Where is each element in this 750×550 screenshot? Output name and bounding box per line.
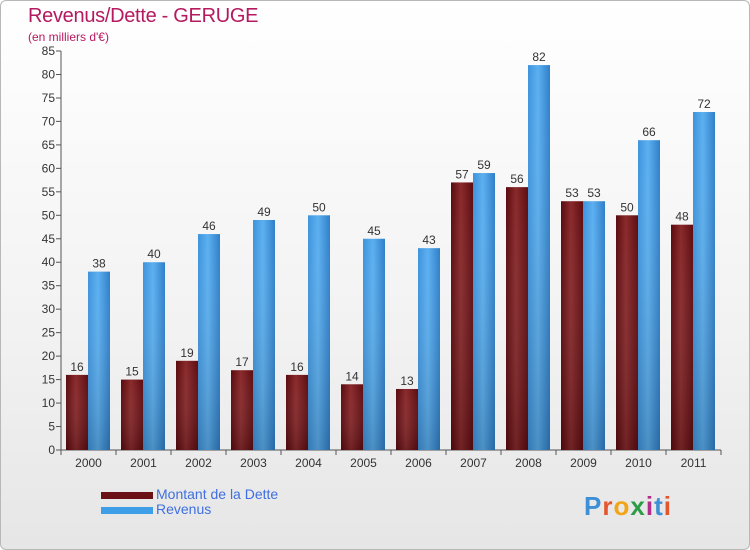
bar-dette-label: 16 (290, 360, 304, 374)
bar-dette-label: 17 (235, 355, 249, 369)
x-tick-label: 2007 (460, 456, 487, 470)
bar-dette-label: 15 (125, 365, 139, 379)
bar-revenus-shade (693, 112, 715, 450)
x-tick-label: 2010 (625, 456, 652, 470)
legend-label-revenus: Revenus (156, 501, 212, 517)
bar-dette-shade (341, 384, 363, 450)
y-tick-label: 65 (42, 138, 56, 152)
bar-dette-shade (561, 201, 583, 450)
y-tick-label: 35 (42, 279, 56, 293)
y-tick-label: 0 (48, 443, 55, 457)
bar-dette-label: 50 (620, 200, 634, 214)
axes: 0 5 10 15 20 25 30 35 40 45 50 55 60 65 70 75 80 85 2000 20… (42, 44, 722, 470)
bar-revenus-shade (473, 173, 495, 450)
y-tick-label: 75 (42, 91, 56, 105)
logo-letter: P (584, 491, 603, 521)
x-tick-label: 2000 (75, 456, 102, 470)
logo-letter: x (630, 491, 646, 521)
bar-dette-label: 13 (400, 374, 414, 388)
chart-title: Revenus/Dette - GERUGE (28, 5, 259, 27)
x-tick-label: 2004 (295, 456, 322, 470)
bar-dette-label: 57 (455, 167, 469, 181)
y-tick-label: 10 (42, 396, 56, 410)
bar-dette-shade (506, 187, 528, 451)
x-tick-label: 2002 (185, 456, 212, 470)
bar-revenus-label: 43 (422, 233, 436, 247)
logo-letter: i (663, 491, 672, 521)
x-tick-label: 2006 (405, 456, 432, 470)
bar-revenus-shade (363, 238, 385, 450)
y-tick-label: 50 (42, 208, 56, 222)
bar-dette-label: 53 (565, 186, 579, 200)
bar-revenus-label: 38 (92, 257, 106, 271)
bar-revenus-shade (143, 262, 165, 450)
bar-revenus-shade (253, 219, 275, 450)
y-tick-label: 5 (48, 420, 55, 434)
bar-revenus-label: 50 (312, 200, 326, 214)
bar-dette-shade (231, 370, 253, 450)
bar-revenus-label: 40 (147, 247, 161, 261)
x-tick-label: 2005 (350, 456, 377, 470)
x-tick-label: 2003 (240, 456, 267, 470)
bar-dette-label: 48 (675, 210, 689, 224)
legend-label-dette: Montant de la Dette (156, 486, 279, 502)
proxiti-logo: Proxiti (584, 491, 672, 522)
logo-letter: i (645, 491, 655, 521)
bar-dette-shade (286, 374, 308, 450)
bar-dette-shade (176, 360, 198, 450)
y-tick-label: 15 (42, 373, 56, 387)
bar-revenus-label: 59 (477, 158, 491, 172)
x-tick-label: 2011 (681, 456, 707, 470)
bar-revenus-label: 72 (697, 97, 711, 111)
legend-swatch-dette (101, 492, 153, 499)
bar-revenus-label: 49 (257, 205, 271, 219)
x-tick-label: 2001 (130, 456, 157, 470)
data-labels: 16 15 19 17 16 14 13 57 56 53 50 48 38 40 46 49 50 45 43 59… (70, 50, 711, 388)
bars (66, 65, 715, 451)
bar-revenus-shade (198, 234, 220, 450)
y-tick-label: 60 (42, 161, 56, 175)
bar-revenus-shade (638, 140, 660, 450)
bar-revenus-shade (528, 65, 550, 451)
bar-revenus-label: 66 (642, 125, 656, 139)
bar-dette-shade (66, 374, 88, 450)
bar-revenus-shade (583, 201, 605, 450)
chart-subtitle: (en milliers d'€) (28, 30, 109, 44)
bar-dette-label: 56 (510, 172, 524, 186)
y-tick-label: 70 (42, 114, 56, 128)
logo-letter: o (613, 491, 631, 521)
bar-dette-shade (671, 224, 693, 450)
bar-revenus-label: 53 (587, 186, 601, 200)
logo-letter: t (654, 491, 664, 521)
bar-dette-label: 16 (70, 360, 84, 374)
x-tick-label: 2009 (570, 456, 597, 470)
bar-dette-shade (121, 379, 143, 450)
bar-revenus-label: 45 (367, 224, 381, 238)
y-tick-label: 30 (42, 302, 56, 316)
y-tick-label: 40 (42, 255, 56, 269)
bar-dette-shade (451, 182, 473, 450)
bar-dette-shade (616, 215, 638, 450)
bar-dette-shade (396, 388, 418, 450)
y-tick-label: 55 (42, 185, 56, 199)
x-tick-label: 2008 (515, 456, 542, 470)
bar-revenus-shade (88, 271, 110, 450)
y-tick-label: 85 (42, 44, 56, 58)
y-tick-label: 80 (42, 67, 56, 81)
bar-revenus-shade (418, 248, 440, 450)
logo-letter: r (602, 491, 614, 521)
bar-revenus-shade (308, 215, 330, 450)
legend-swatch-revenus (101, 507, 153, 514)
y-tick-label: 25 (42, 326, 56, 340)
bar-dette-label: 19 (180, 346, 194, 360)
bar-revenus-label: 82 (532, 50, 546, 64)
y-tick-label: 45 (42, 232, 56, 246)
bar-dette-label: 14 (345, 369, 359, 383)
bar-revenus-label: 46 (202, 219, 216, 233)
y-tick-label: 20 (42, 349, 56, 363)
